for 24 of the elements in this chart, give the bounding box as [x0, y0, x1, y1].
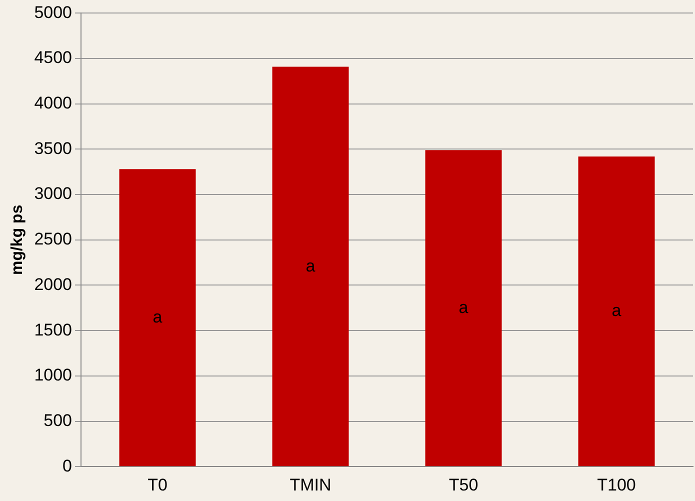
y-tick-label: 4000	[34, 94, 72, 113]
x-tick-label: TMIN	[290, 475, 332, 494]
y-tick-label: 0	[62, 456, 72, 476]
annotation: a	[458, 298, 469, 318]
bar	[272, 66, 349, 466]
bar	[425, 150, 502, 466]
y-tick-label: 4500	[34, 48, 72, 68]
y-tick-label: 1000	[34, 366, 72, 385]
annotation: a	[152, 308, 163, 327]
bar	[578, 156, 655, 466]
x-tick-label: T100	[597, 475, 636, 494]
y-tick-label: 3500	[34, 138, 72, 158]
annotation: a	[612, 301, 622, 320]
x-tick-label: T0	[148, 475, 168, 494]
y-tick-label: 5000	[34, 2, 72, 22]
y-tick-label: 500	[44, 410, 72, 430]
bar	[119, 169, 196, 466]
y-axis-title: mg/kg ps	[9, 204, 26, 276]
y-tick-label: 2500	[34, 230, 72, 249]
y-tick-label: 2000	[34, 274, 72, 294]
y-tick-label: 3000	[34, 184, 72, 204]
x-tick-label: T50	[448, 475, 478, 494]
annotation: a	[306, 256, 316, 276]
y-tick-label: 1500	[34, 320, 72, 340]
